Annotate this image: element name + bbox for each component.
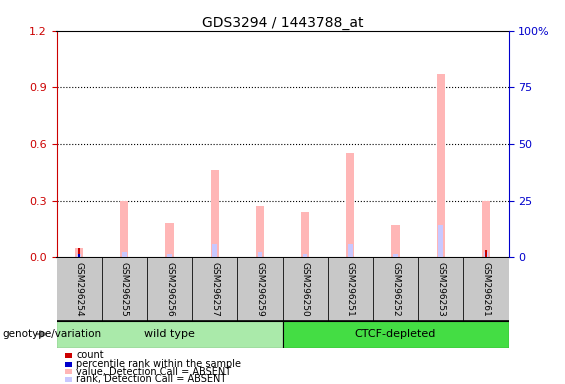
Text: GSM296261: GSM296261: [481, 262, 490, 316]
Bar: [392, 225, 399, 257]
Bar: [212, 244, 217, 257]
Text: GSM296253: GSM296253: [436, 262, 445, 316]
Text: percentile rank within the sample: percentile rank within the sample: [76, 359, 241, 369]
Bar: [463, 257, 508, 321]
Bar: [192, 257, 237, 321]
Bar: [77, 253, 81, 257]
Text: GSM296254: GSM296254: [75, 262, 84, 316]
Bar: [56, 257, 102, 321]
Title: GDS3294 / 1443788_at: GDS3294 / 1443788_at: [202, 16, 363, 30]
Bar: [484, 252, 488, 257]
Text: GSM296250: GSM296250: [301, 262, 310, 316]
Text: value, Detection Call = ABSENT: value, Detection Call = ABSENT: [76, 367, 232, 377]
Bar: [282, 257, 328, 321]
Bar: [56, 321, 282, 348]
Text: GSM296256: GSM296256: [165, 262, 174, 316]
Bar: [346, 154, 354, 257]
Bar: [237, 257, 282, 321]
Text: count: count: [76, 350, 104, 360]
Text: GSM296252: GSM296252: [391, 262, 400, 316]
Bar: [303, 253, 307, 257]
Bar: [393, 253, 398, 257]
Bar: [256, 206, 264, 257]
Text: GSM296259: GSM296259: [255, 262, 264, 316]
Text: GSM296251: GSM296251: [346, 262, 355, 316]
Bar: [373, 257, 418, 321]
Text: rank, Detection Call = ABSENT: rank, Detection Call = ABSENT: [76, 374, 227, 384]
Bar: [258, 252, 262, 257]
Text: wild type: wild type: [144, 329, 195, 339]
Bar: [102, 257, 147, 321]
Bar: [75, 248, 83, 257]
Bar: [167, 253, 172, 257]
Text: CTCF-depleted: CTCF-depleted: [355, 329, 436, 339]
Bar: [328, 257, 373, 321]
Bar: [438, 225, 443, 257]
Bar: [282, 321, 508, 348]
Bar: [485, 250, 487, 257]
Bar: [166, 223, 173, 257]
Bar: [211, 170, 219, 257]
Bar: [147, 257, 192, 321]
Text: genotype/variation: genotype/variation: [3, 329, 102, 339]
Bar: [122, 252, 127, 257]
Bar: [301, 212, 309, 257]
Bar: [437, 74, 445, 257]
Bar: [78, 248, 80, 257]
Bar: [418, 257, 463, 321]
Bar: [120, 200, 128, 257]
Bar: [348, 244, 353, 257]
Text: GSM296255: GSM296255: [120, 262, 129, 316]
Bar: [78, 253, 80, 257]
Text: GSM296257: GSM296257: [210, 262, 219, 316]
Bar: [482, 200, 490, 257]
